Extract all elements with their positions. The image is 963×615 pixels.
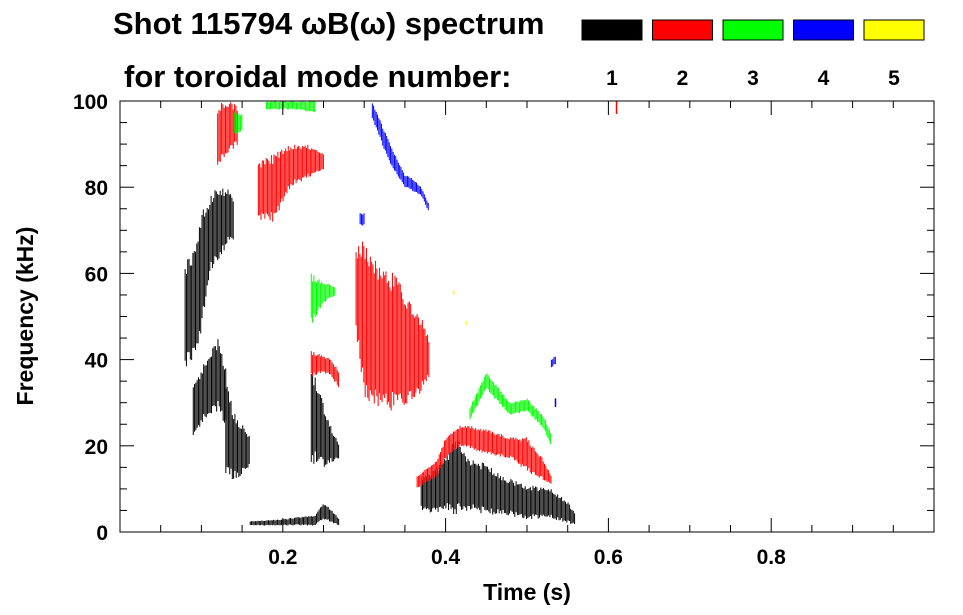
mode-2-cluster — [217, 102, 238, 165]
y-tick-labels: 0 20 40 60 80 100 — [73, 91, 108, 545]
legend: 1 2 3 4 5 — [581, 19, 925, 90]
mode-1-cluster — [192, 339, 227, 435]
x-tick-label: 0.8 — [757, 546, 787, 569]
x-tick-labels: 0.2 0.4 0.6 0.8 — [268, 546, 786, 569]
mode-1-cluster — [225, 386, 250, 479]
mode-3-cluster — [469, 373, 552, 444]
x-tick-label: 0.6 — [594, 546, 623, 569]
y-tick-label: 40 — [85, 350, 108, 373]
mode-3-cluster — [266, 101, 316, 113]
legend-label-4: 4 — [818, 67, 830, 90]
mode-2-cluster — [355, 241, 430, 411]
y-tick-label: 80 — [85, 177, 108, 200]
mode-4-cluster — [371, 103, 429, 211]
mode-2-cluster — [257, 144, 324, 222]
mode-2-cluster — [416, 425, 552, 488]
axis-ticks — [119, 100, 935, 533]
mode-1-cluster — [249, 504, 340, 526]
chart-title: Shot 115794 ωB(ω) spectrum — [113, 6, 544, 41]
mode-2-cluster — [310, 351, 340, 388]
mode-3-cluster — [233, 111, 243, 134]
mode-4-cluster — [550, 356, 556, 368]
legend-swatch-1 — [581, 19, 643, 41]
x-axis-label: Time (s) — [483, 579, 571, 605]
mode-3-cluster — [310, 273, 336, 323]
y-axis-label: Frequency (kHz) — [12, 227, 38, 406]
series-mode-3 — [233, 101, 552, 444]
x-tick-label: 0.2 — [268, 546, 297, 569]
x-tick-label: 0.4 — [431, 546, 461, 569]
spectrum-marks — [184, 101, 618, 526]
series-mode-4 — [359, 103, 557, 408]
plot-frame — [119, 100, 935, 533]
mode-1-cluster — [310, 371, 340, 467]
y-tick-label: 60 — [85, 263, 108, 286]
series-mode-5 — [452, 290, 467, 326]
legend-swatch-5 — [863, 19, 925, 41]
mode-4-cluster — [359, 213, 365, 226]
mode-1-cluster — [184, 188, 234, 367]
series-mode-2 — [217, 101, 618, 488]
y-tick-label: 20 — [85, 436, 108, 459]
legend-swatch-2 — [652, 19, 713, 41]
legend-label-3: 3 — [747, 67, 759, 90]
chart-subtitle: for toroidal mode number: — [124, 59, 512, 94]
legend-label-5: 5 — [888, 67, 900, 90]
legend-swatch-3 — [722, 19, 784, 41]
y-tick-label: 0 — [96, 522, 108, 545]
y-tick-label: 100 — [73, 91, 108, 114]
legend-swatch-4 — [793, 19, 854, 41]
legend-label-1: 1 — [606, 67, 618, 90]
legend-label-2: 2 — [677, 67, 689, 90]
